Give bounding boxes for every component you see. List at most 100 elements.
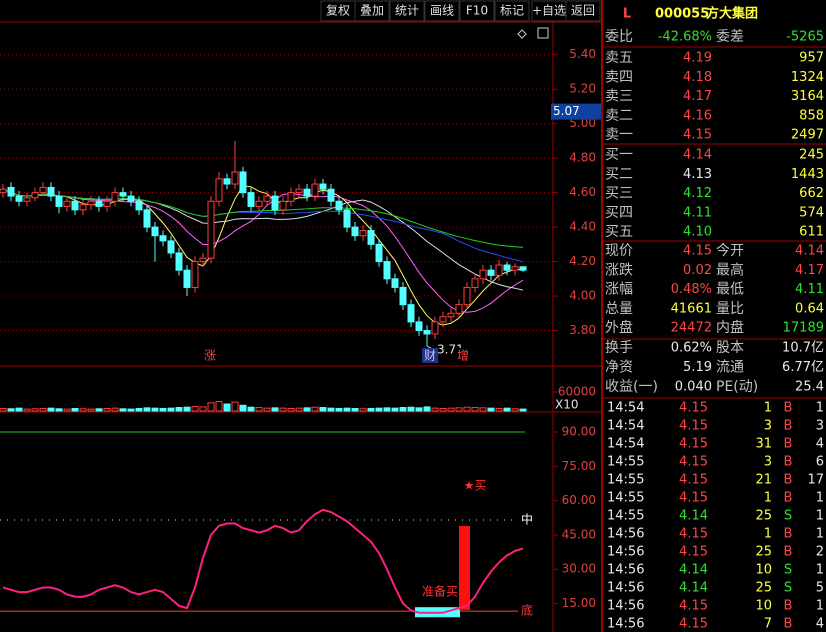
trade-time: 14:54 — [607, 437, 644, 452]
volume-bar — [191, 406, 199, 412]
trade-side: B — [784, 401, 793, 416]
candle-body — [215, 178, 223, 202]
candle-body — [271, 195, 279, 211]
trade-time: 14:54 — [607, 401, 644, 416]
trade-count: 1 — [816, 509, 824, 524]
candle-body — [439, 316, 447, 323]
label: 委比 — [605, 29, 633, 45]
trade-side: B — [784, 437, 793, 452]
volume-bar — [279, 407, 287, 412]
value: 4.15 — [683, 244, 712, 259]
volume-bar — [423, 406, 431, 412]
candle-body — [487, 269, 495, 276]
marker-box — [422, 348, 438, 363]
candle-body — [47, 186, 55, 197]
volume: 1324 — [791, 70, 824, 85]
volume-bar — [15, 407, 23, 412]
trade-side: B — [784, 599, 793, 614]
candle-body — [191, 261, 199, 288]
candle-body — [511, 266, 519, 271]
trade-price: 4.15 — [679, 491, 708, 506]
candle-body — [103, 200, 111, 207]
y-tick-label: 15.00 — [562, 596, 596, 610]
y-tick-label: 5.00 — [569, 116, 596, 130]
toolbar-button[interactable] — [389, 0, 425, 22]
value: 0.02 — [683, 263, 712, 278]
price: 4.17 — [683, 89, 712, 104]
candle-body — [255, 200, 263, 207]
trade-count: 4 — [816, 437, 824, 452]
value: 5.19 — [683, 360, 712, 375]
volume-bar — [479, 407, 487, 412]
volume: 957 — [799, 51, 824, 66]
label: 涨跌 — [605, 262, 633, 278]
stock-name: 方大集团 — [706, 6, 758, 22]
toolbar-button[interactable] — [565, 0, 601, 22]
trade-count: 1 — [816, 401, 824, 416]
volume-bar — [343, 407, 351, 412]
candle-body — [143, 209, 151, 228]
trade-count: 1 — [816, 563, 824, 578]
candle-body — [87, 200, 95, 206]
trade-price: 4.15 — [679, 473, 708, 488]
value: 24472 — [671, 321, 712, 336]
trade-time: 14:56 — [607, 581, 644, 596]
candle-body — [415, 321, 423, 332]
volume-bar — [247, 406, 255, 412]
toolbar-button[interactable] — [494, 0, 530, 22]
trade-time: 14:56 — [607, 545, 644, 560]
trade-time: 14:56 — [607, 617, 644, 632]
label: 收益(一) — [605, 379, 658, 395]
marker-box — [202, 348, 218, 363]
candle-body — [279, 200, 287, 211]
y-tick-label: 3.80 — [569, 323, 596, 337]
volume-bar — [95, 408, 103, 412]
candle-body — [55, 195, 63, 207]
label: 卖五 — [605, 50, 633, 66]
level-label: 底 — [521, 603, 533, 618]
trade-price: 4.15 — [679, 617, 708, 632]
label: 买一 — [605, 147, 633, 163]
trade-volume: 25 — [755, 545, 772, 560]
candle-body — [423, 330, 431, 335]
volume-bar — [159, 407, 167, 412]
flag: L — [623, 7, 631, 22]
trade-volume: 3 — [764, 455, 772, 470]
trade-side: S — [784, 563, 792, 578]
trade-count: 1 — [816, 491, 824, 506]
price: 4.11 — [683, 205, 712, 220]
volume: 1443 — [791, 167, 824, 182]
candle-body — [63, 200, 71, 207]
toolbar-button[interactable] — [459, 0, 495, 22]
value: 6.77亿 — [782, 360, 824, 375]
trade-side: B — [784, 473, 793, 488]
trade-count: 1 — [816, 599, 824, 614]
toolbar-label: 统计 — [395, 4, 419, 18]
trade-price: 4.15 — [679, 527, 708, 542]
volume-unit: X10 — [555, 398, 579, 412]
volume-bar — [367, 407, 375, 412]
candle-body — [503, 264, 511, 271]
candle-body — [351, 226, 359, 237]
volume-bar — [495, 407, 503, 412]
candle-body — [39, 186, 47, 194]
volume: 245 — [799, 148, 824, 163]
volume-bar — [439, 407, 447, 412]
toolbar-button[interactable] — [424, 0, 460, 22]
candle-body — [239, 171, 247, 194]
volume: 858 — [799, 108, 824, 123]
candle-body — [119, 192, 127, 197]
label: PE(动) — [716, 379, 758, 395]
label: 委差 — [716, 29, 744, 45]
buy-label: ★买 — [464, 479, 487, 493]
volume-bar — [239, 404, 247, 412]
y-tick-label: 4.60 — [569, 185, 596, 199]
trade-volume: 25 — [755, 581, 772, 596]
toolbar-label: 返回 — [571, 4, 595, 18]
label: 买二 — [605, 166, 633, 182]
marker: 财 — [424, 349, 436, 363]
toolbar-button[interactable] — [354, 0, 390, 22]
value: -42.68% — [658, 30, 712, 45]
candle-body — [135, 200, 143, 211]
trade-price: 4.15 — [679, 419, 708, 434]
